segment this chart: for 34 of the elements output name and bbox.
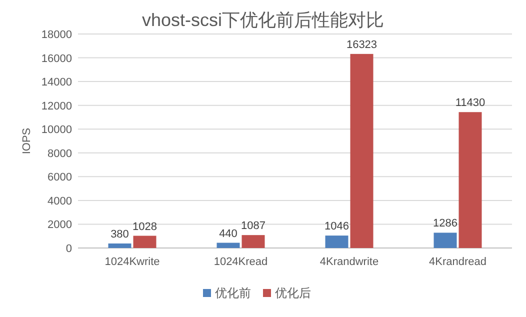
x-tick-label: 1024Kread (214, 256, 268, 268)
legend-label: 优化后 (275, 286, 311, 300)
data-label: 1286 (433, 218, 458, 230)
bar (108, 243, 132, 248)
data-label: 1046 (324, 220, 349, 233)
bar (242, 235, 265, 248)
data-label: 1028 (132, 220, 157, 233)
y-tick-label: 8000 (48, 148, 72, 160)
data-label: 1087 (241, 220, 266, 232)
data-label: 440 (219, 228, 238, 240)
y-axis-title: IOPS (21, 128, 33, 154)
bar (216, 242, 240, 248)
chart-title: vhost-scsi下优化前后性能对比 (142, 10, 384, 30)
y-tick-label: 14000 (41, 76, 72, 89)
y-tick-label: 2000 (48, 219, 72, 232)
bar (434, 232, 457, 248)
y-tick-label: 10000 (41, 124, 72, 136)
data-label: 380 (110, 228, 129, 240)
y-tick-label: 0 (66, 243, 72, 255)
y-tick-label: 16000 (41, 52, 72, 65)
y-tick-label: 4000 (48, 195, 72, 208)
bar (458, 112, 482, 248)
data-label: 16323 (346, 38, 378, 51)
bar (325, 236, 348, 248)
y-tick-label: 12000 (41, 100, 72, 112)
bar (350, 54, 374, 248)
bar (133, 236, 156, 248)
data-label: 11430 (455, 97, 486, 110)
y-tick-label: 6000 (48, 172, 72, 184)
x-tick-label: 4Krandread (429, 256, 486, 268)
legend-label: 优化前 (215, 286, 251, 300)
y-tick-label: 18000 (41, 29, 72, 41)
x-tick-label: 4Krandwrite (320, 256, 379, 268)
x-tick-label: 1024Kwrite (104, 256, 160, 268)
